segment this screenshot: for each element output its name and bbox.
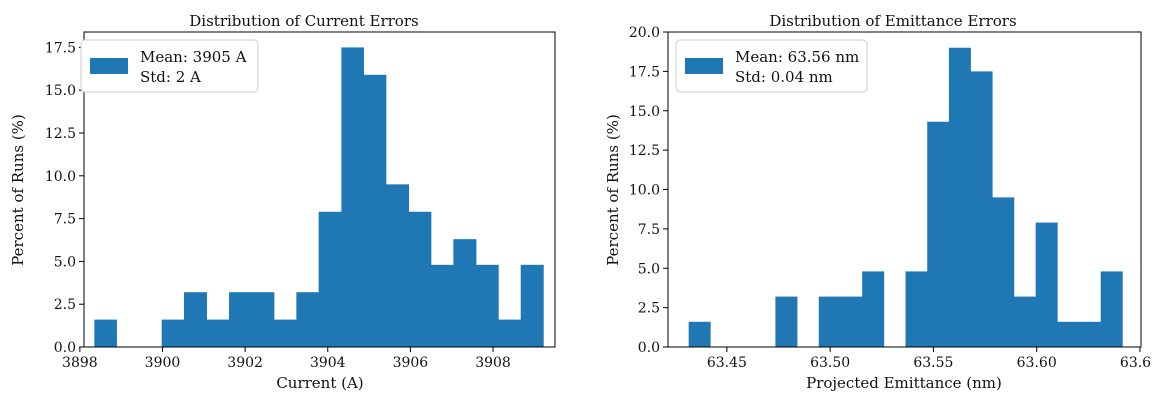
y-tick-label: 10.0	[629, 183, 660, 199]
histogram-bar	[296, 292, 319, 347]
x-axis-ticks: 3898 3900 3902 3904 3906 3908	[62, 347, 511, 371]
histogram-bar	[206, 319, 230, 347]
y-tick-label: 7.5	[54, 212, 76, 228]
histogram-bar	[775, 296, 798, 347]
histogram-bar	[927, 121, 950, 348]
legend: Mean: 3905 A Std: 2 A	[80, 39, 259, 93]
legend-mean: Mean: 63.56 nm	[735, 48, 859, 66]
y-tick-label: 15.0	[45, 83, 76, 99]
legend-std: Std: 0.04 nm	[735, 68, 833, 86]
histogram-bar	[453, 239, 477, 347]
histogram-bar	[905, 271, 928, 347]
y-tick-label: 0.0	[54, 340, 76, 356]
chart-title: Distribution of Emittance Errors	[769, 12, 1016, 30]
y-tick-label: 17.5	[629, 64, 660, 80]
y-tick-label: 15.0	[629, 104, 660, 120]
y-tick-label: 0.0	[638, 340, 660, 356]
y-tick-label: 10.0	[45, 169, 76, 185]
histogram-bar	[229, 292, 252, 347]
legend: Mean: 63.56 nm Std: 0.04 nm	[675, 39, 868, 93]
histogram-bar	[318, 211, 342, 347]
x-tick-label: 3904	[310, 355, 346, 371]
y-tick-label: 5.0	[54, 254, 76, 270]
histogram-bar	[1100, 271, 1123, 347]
histogram-bar	[970, 71, 993, 348]
x-tick-label: 63.50	[810, 355, 850, 371]
x-tick-label: 63.60	[1017, 355, 1057, 371]
histogram-bar	[840, 296, 863, 347]
histogram-bar	[161, 319, 185, 347]
histogram-bar	[520, 264, 544, 347]
x-tick-label: 63.65	[1120, 355, 1152, 371]
histogram-bar	[431, 264, 454, 347]
y-tick-label: 20.0	[629, 25, 660, 41]
histogram-bar	[274, 319, 297, 347]
x-tick-label: 63.45	[707, 355, 747, 371]
legend-std: Std: 2 A	[140, 68, 201, 86]
x-tick-label: 3898	[62, 355, 98, 371]
legend-box	[80, 39, 259, 93]
histogram-bar	[1057, 321, 1080, 347]
histogram-bar	[251, 292, 275, 347]
y-tick-label: 12.5	[629, 143, 660, 159]
y-axis-ticks: 0.0 2.5 5.0 7.5 10.0 12.5 15.0 17.5 20.0	[629, 25, 668, 356]
histogram-bar	[948, 47, 971, 347]
histogram-bar	[992, 197, 1015, 348]
plot-frame	[83, 31, 556, 348]
histogram-bars	[688, 47, 1123, 348]
x-tick-label: 3900	[145, 355, 181, 371]
legend-swatch	[90, 58, 128, 74]
histogram-bar	[498, 319, 522, 347]
histogram-bar	[408, 211, 432, 347]
x-axis-ticks: 63.45 63.50 63.55 63.60 63.65	[707, 347, 1152, 371]
y-tick-label: 2.5	[638, 301, 660, 317]
histogram-bar	[1013, 296, 1036, 347]
histogram-bar	[183, 292, 207, 347]
x-tick-label: 3906	[393, 355, 429, 371]
histogram-bar	[862, 271, 885, 347]
histogram-bars	[94, 47, 544, 348]
legend-box	[675, 39, 868, 93]
histogram-bar	[1035, 222, 1058, 347]
emittance-errors-chart: Distribution of Emittance Errors 0.0 2.5 5…	[604, 12, 1152, 392]
histogram-bar	[688, 321, 711, 347]
y-axis-ticks: 0.0 2.5 5.0 7.5 10.0 12.5 15.0 17.5	[45, 40, 84, 356]
x-axis-label: Current (A)	[276, 374, 363, 392]
histogram-bar	[476, 264, 499, 347]
x-tick-label: 3908	[475, 355, 511, 371]
legend-swatch	[685, 58, 723, 74]
histogram-bar	[1079, 321, 1102, 347]
histogram-bar	[363, 74, 387, 348]
histogram-bar	[818, 296, 841, 347]
legend-mean: Mean: 3905 A	[140, 48, 247, 66]
y-axis-label: Percent of Runs (%)	[9, 114, 27, 266]
y-tick-label: 12.5	[45, 126, 76, 142]
chart-title: Distribution of Current Errors	[189, 12, 418, 30]
x-axis-label: Projected Emittance (nm)	[806, 374, 1002, 392]
histogram-bar	[341, 47, 365, 347]
y-axis-label: Percent of Runs (%)	[604, 114, 622, 266]
x-tick-label: 3902	[227, 355, 263, 371]
y-tick-label: 5.0	[638, 261, 660, 277]
histogram-bar	[386, 184, 410, 347]
y-tick-label: 17.5	[45, 40, 76, 56]
y-tick-label: 2.5	[54, 297, 76, 313]
histogram-bar	[94, 319, 117, 347]
y-tick-label: 7.5	[638, 222, 660, 238]
current-errors-chart: Distribution of Current Errors 0.0 2.5 5.0…	[9, 12, 556, 392]
x-tick-label: 63.55	[913, 355, 953, 371]
